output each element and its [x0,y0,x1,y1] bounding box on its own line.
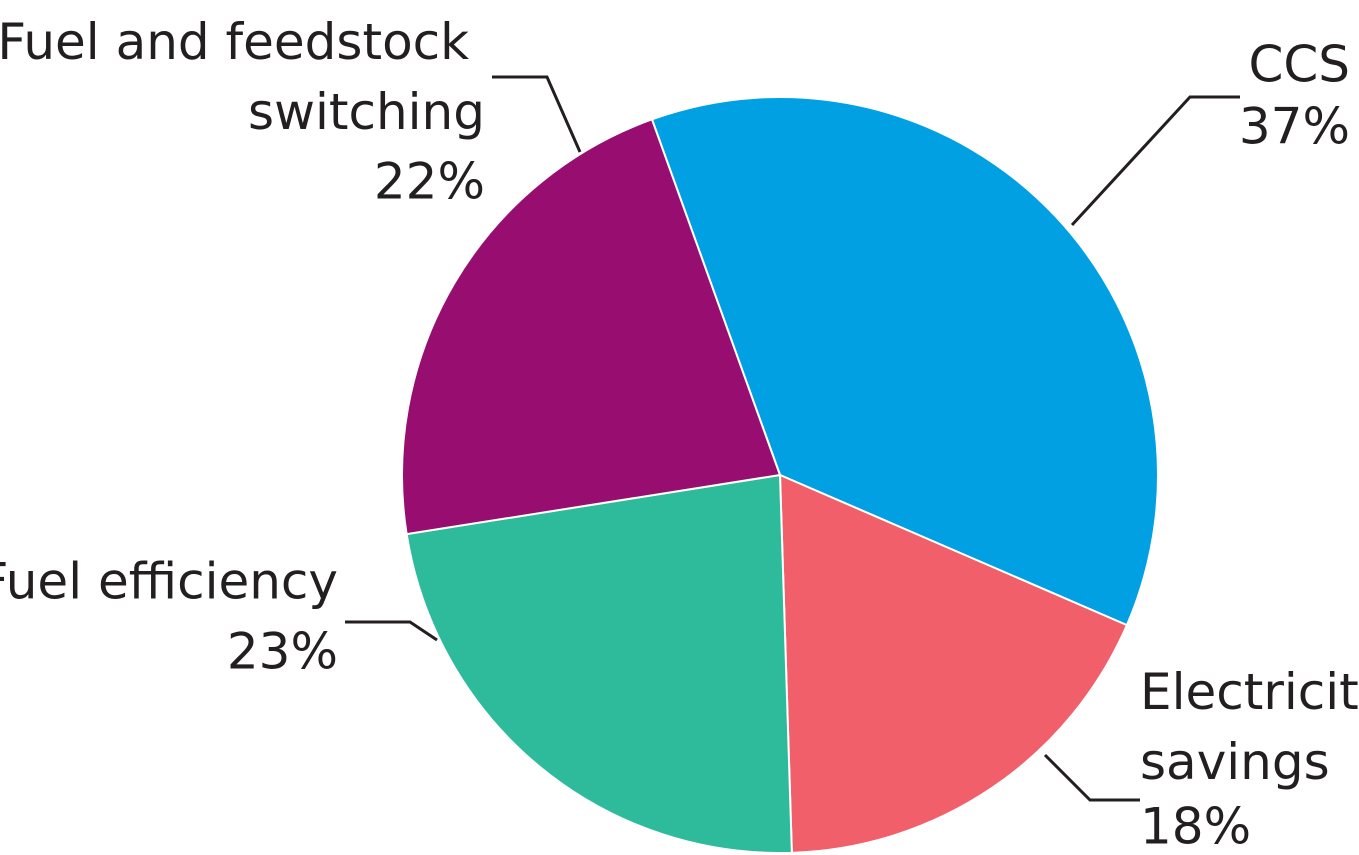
pie-slice [650,96,1159,627]
pie [401,96,1159,854]
category-label: CCS [1248,36,1350,94]
value-label: 37% [1239,98,1350,156]
leader-line [1070,95,1240,227]
pie-slice [778,473,1129,854]
leader-line [1043,753,1140,802]
leader-line [492,75,582,153]
pie-slice [401,118,782,536]
leader-line [345,620,438,642]
leader-lines [345,75,1240,802]
category-label: Fuel efficiency [0,553,338,611]
category-label: Electricity savings [1140,663,1359,791]
value-label: 23% [227,623,338,681]
pie-slice [405,473,793,854]
category-label: Fuel and feedstock switching [0,13,485,141]
value-label: 22% [374,153,485,211]
value-label: 18% [1140,798,1251,855]
